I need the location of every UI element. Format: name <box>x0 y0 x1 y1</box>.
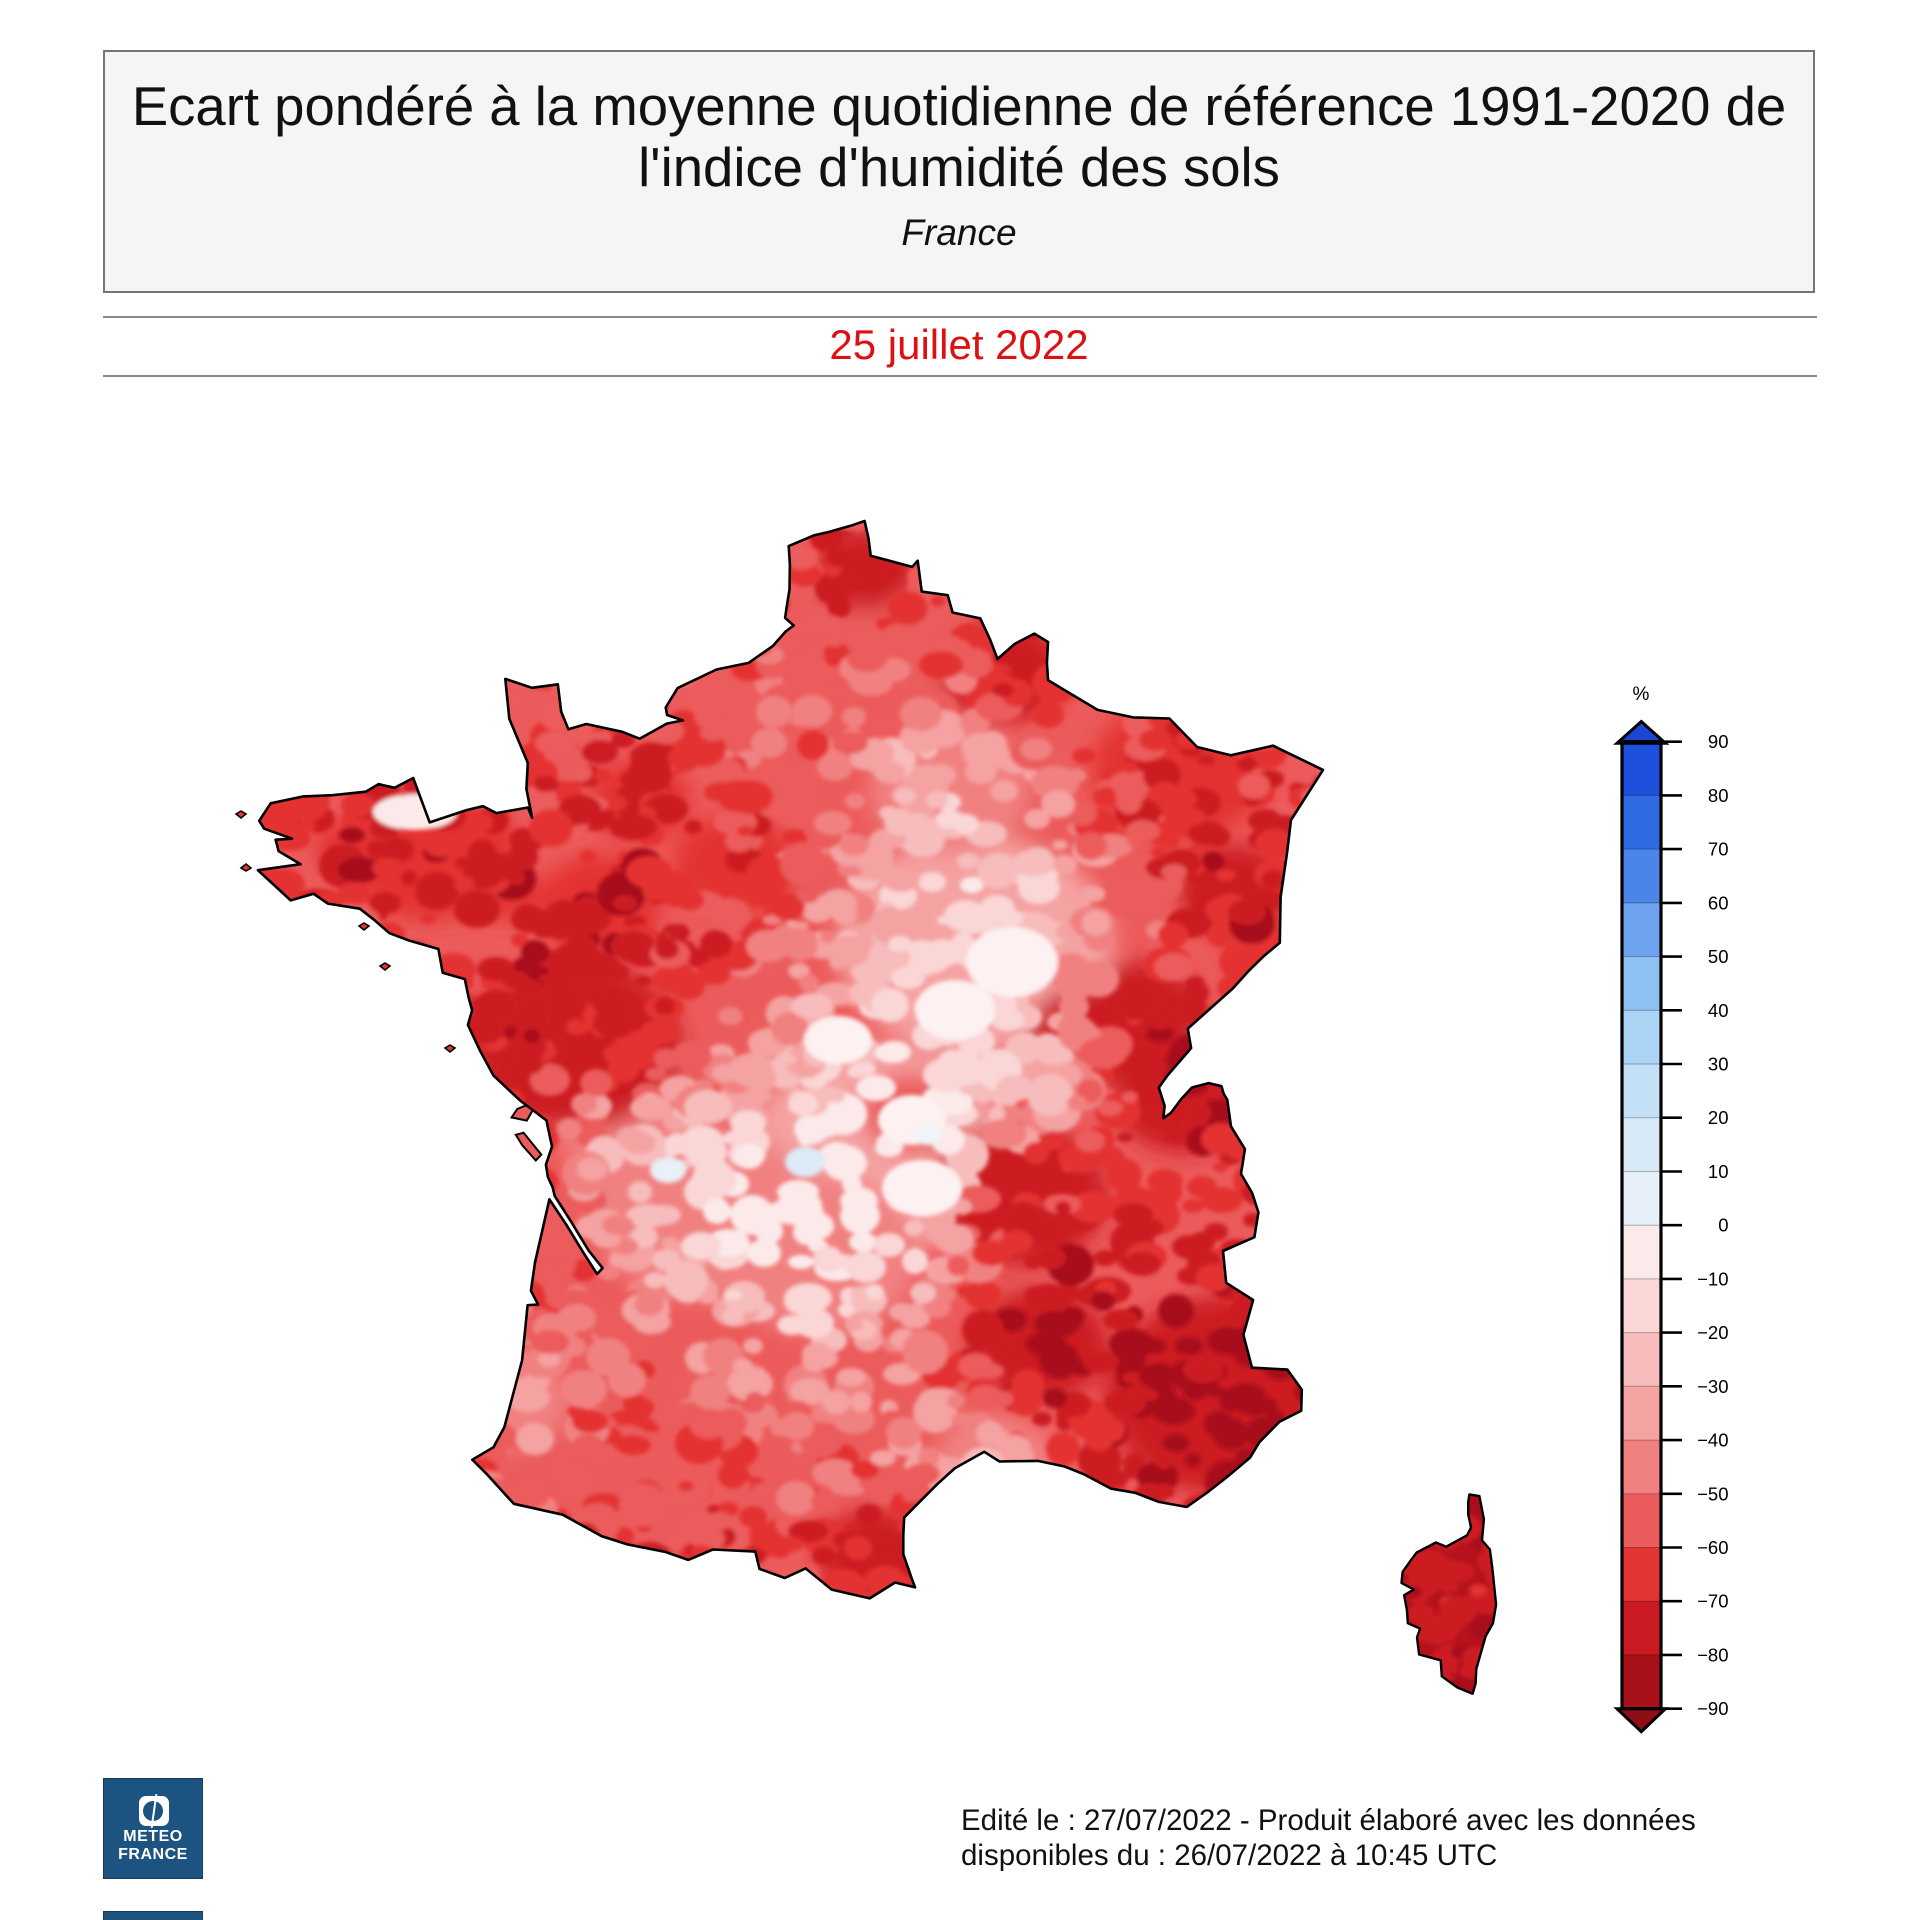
svg-text:%: % <box>1633 684 1650 705</box>
svg-text:70: 70 <box>1708 839 1729 860</box>
svg-text:−90: −90 <box>1697 1698 1728 1719</box>
svg-text:60: 60 <box>1708 892 1729 913</box>
svg-text:−80: −80 <box>1697 1644 1728 1665</box>
svg-text:80: 80 <box>1708 785 1729 806</box>
svg-text:−40: −40 <box>1697 1430 1728 1451</box>
svg-text:10: 10 <box>1708 1161 1729 1182</box>
svg-text:20: 20 <box>1708 1107 1729 1128</box>
svg-text:−70: −70 <box>1697 1591 1728 1612</box>
svg-text:−10: −10 <box>1697 1268 1728 1289</box>
svg-text:−20: −20 <box>1697 1322 1728 1343</box>
svg-text:−60: −60 <box>1697 1537 1728 1558</box>
svg-text:50: 50 <box>1708 946 1729 967</box>
svg-text:0: 0 <box>1718 1215 1728 1236</box>
svg-text:30: 30 <box>1708 1054 1729 1075</box>
svg-text:40: 40 <box>1708 1000 1729 1021</box>
svg-text:−30: −30 <box>1697 1376 1728 1397</box>
svg-text:90: 90 <box>1708 731 1729 752</box>
svg-text:−50: −50 <box>1697 1483 1728 1504</box>
